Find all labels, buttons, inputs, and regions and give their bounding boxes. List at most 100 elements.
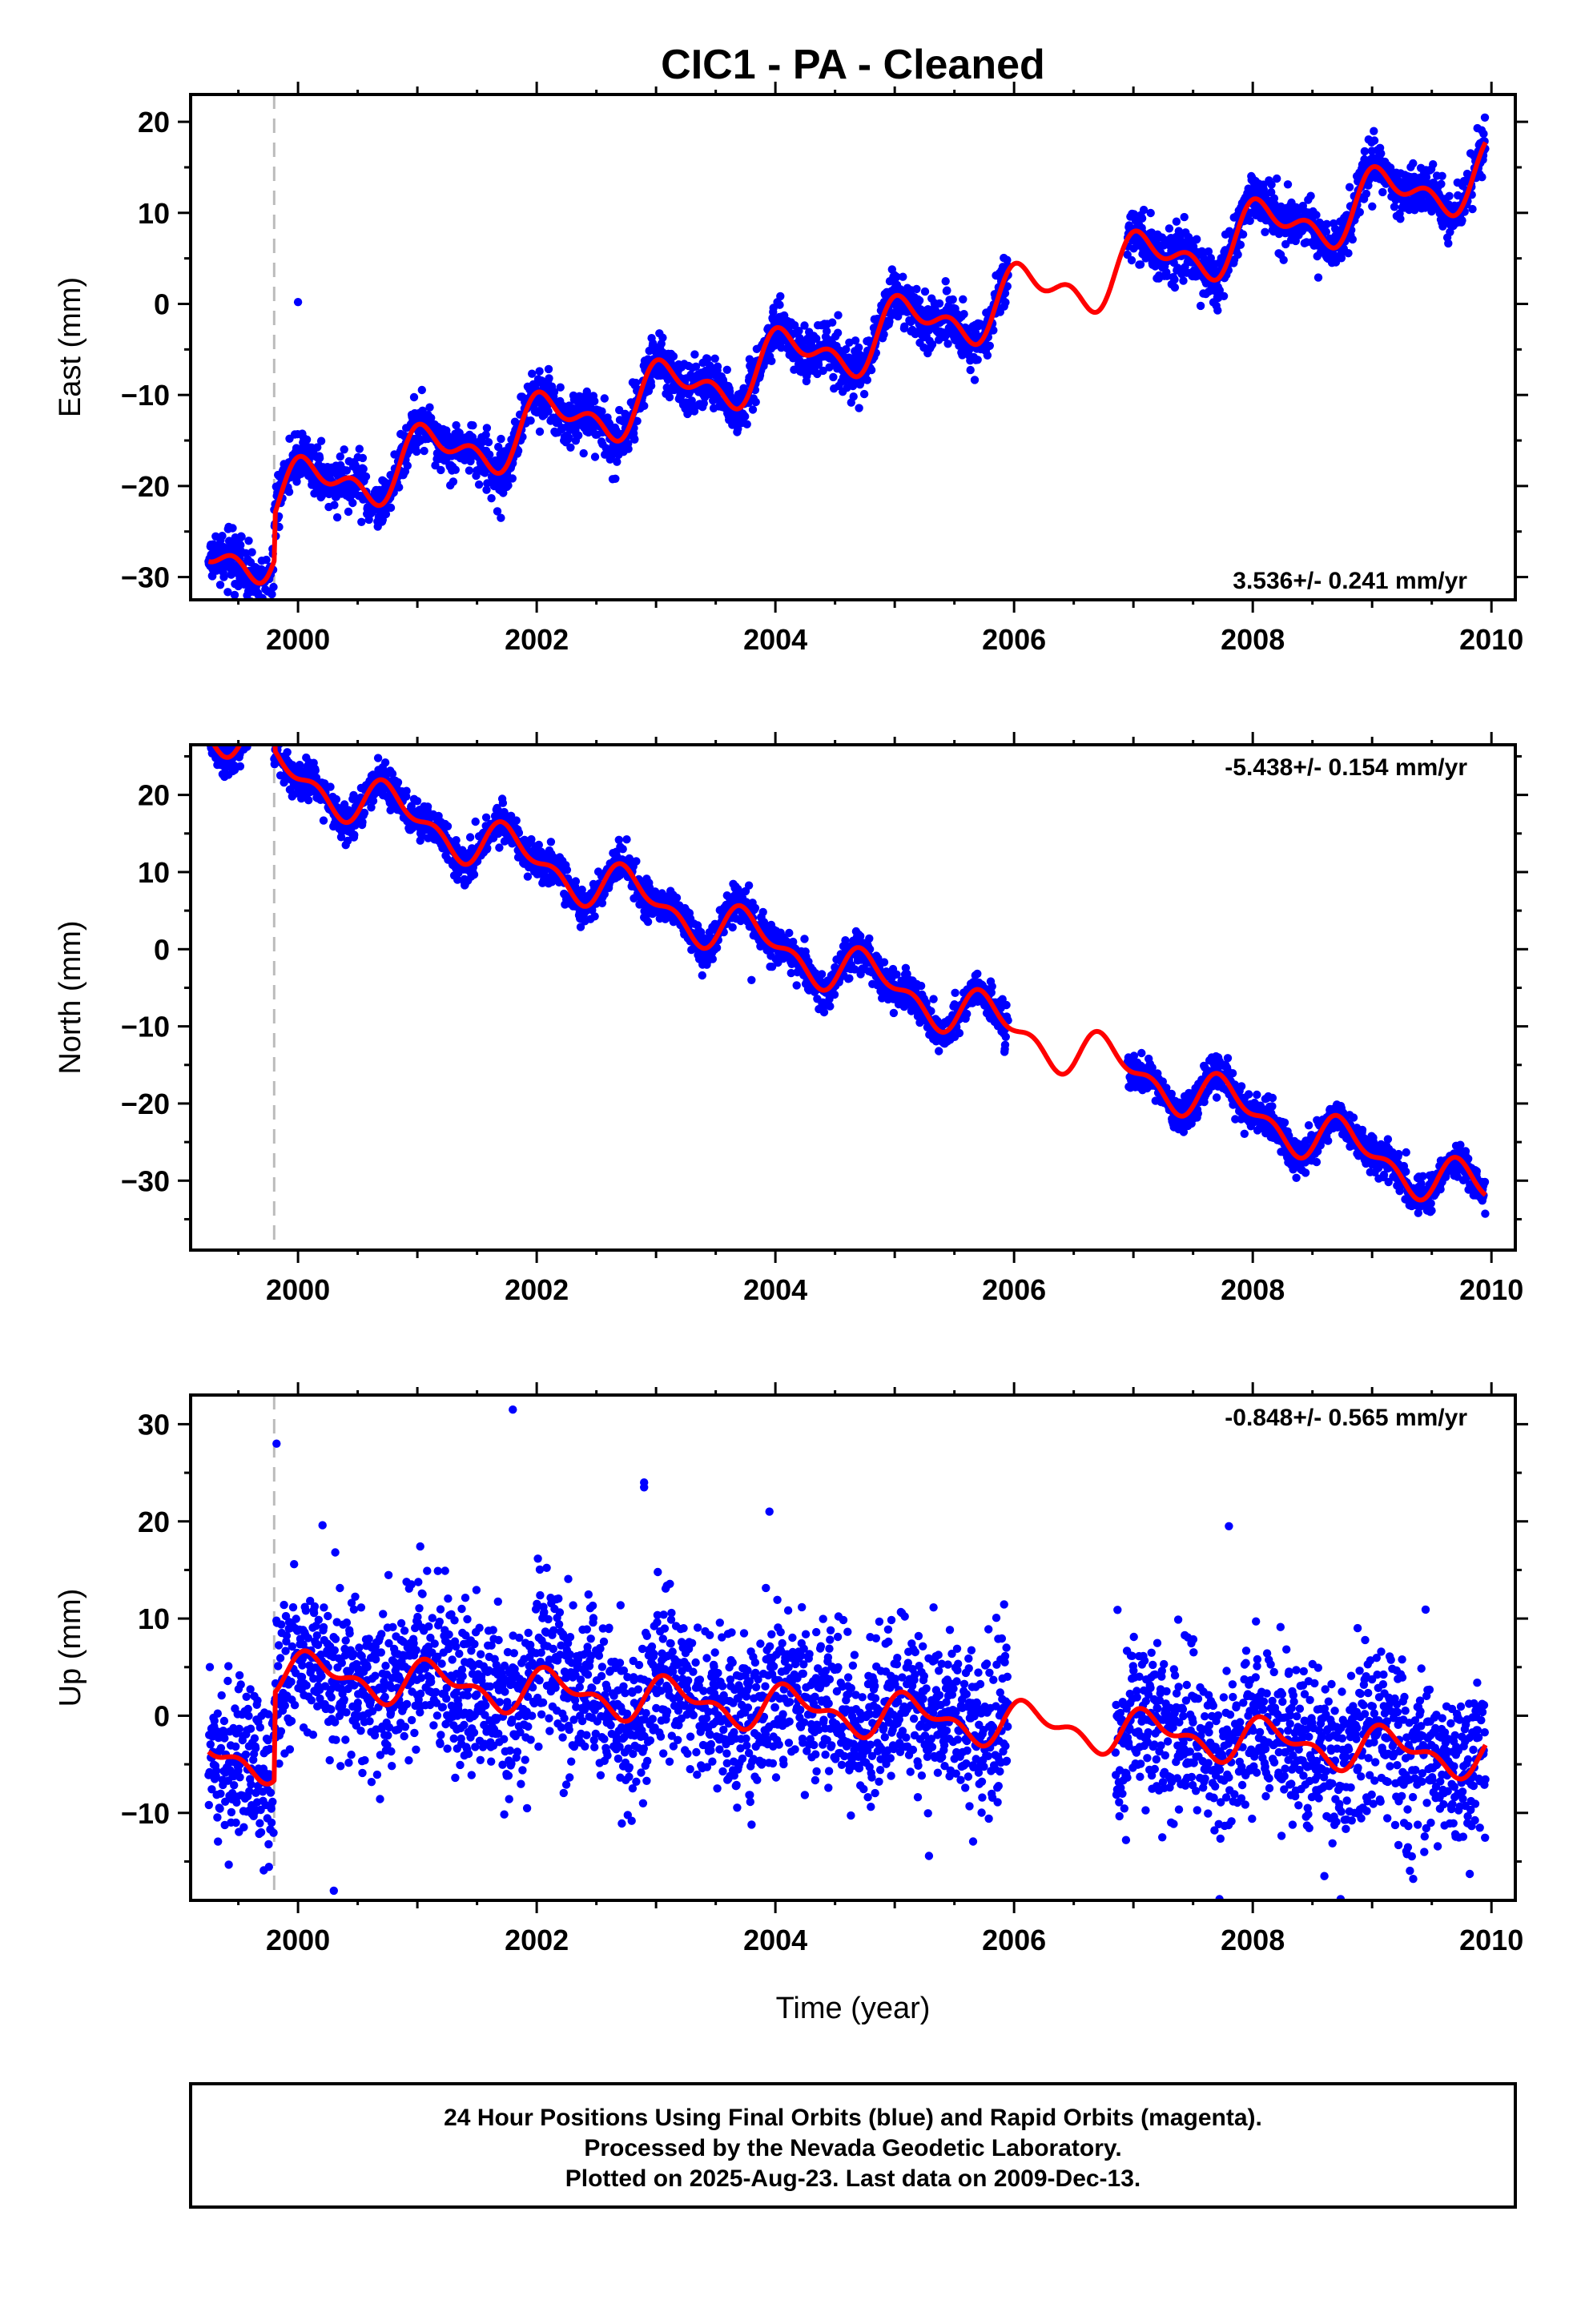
data-point	[751, 397, 760, 407]
data-point	[469, 870, 479, 879]
data-point	[800, 321, 809, 330]
data-point	[358, 453, 368, 463]
data-point	[865, 934, 874, 943]
data-point	[1236, 240, 1245, 249]
x-tick-label: 2004	[743, 623, 807, 656]
data-point	[579, 448, 588, 458]
data-point	[255, 726, 263, 734]
data-point	[1137, 214, 1147, 223]
data-point	[268, 717, 276, 725]
data-point	[259, 710, 267, 718]
data-point	[1480, 113, 1490, 122]
data-point	[691, 362, 701, 371]
data-point	[452, 420, 461, 430]
data-point	[284, 488, 294, 497]
data-point	[251, 704, 259, 712]
data-point	[734, 424, 742, 433]
data-point	[1396, 215, 1405, 223]
data-point	[465, 833, 475, 842]
data-point	[1370, 136, 1379, 145]
data-point	[556, 383, 565, 392]
data-point	[959, 295, 967, 304]
data-point	[1479, 129, 1488, 139]
data-point	[249, 720, 257, 728]
data-point	[268, 712, 276, 720]
data-point	[970, 376, 980, 384]
data-point	[319, 816, 328, 825]
data-point	[728, 923, 737, 932]
data-point	[265, 709, 273, 717]
data-point	[478, 437, 487, 446]
data-point	[332, 794, 341, 804]
data-point	[566, 443, 575, 452]
data-point	[1322, 219, 1331, 228]
data-point	[658, 333, 667, 342]
data-point	[253, 706, 261, 714]
data-point	[251, 710, 259, 718]
data-point	[269, 718, 277, 726]
data-point	[326, 782, 335, 791]
data-point	[494, 442, 503, 452]
y-tick-label: 10	[138, 197, 170, 230]
data-point	[260, 713, 268, 721]
data-point	[948, 295, 957, 304]
data-point	[251, 703, 259, 711]
panel-east: 2000 2002 2004 2006 2008 2010−30−20−1001020Ea…	[54, 82, 1528, 656]
data-point	[257, 710, 265, 718]
data-point	[1478, 173, 1486, 182]
data-point	[344, 507, 353, 517]
data-point	[215, 581, 225, 589]
data-point	[243, 724, 251, 732]
data-point	[265, 704, 273, 712]
data-point	[361, 472, 371, 481]
data-point	[248, 702, 256, 710]
data-point	[504, 481, 513, 490]
data-point	[899, 272, 907, 281]
data-point	[1165, 224, 1174, 233]
data-point	[359, 464, 368, 473]
data-point	[1129, 210, 1139, 219]
data-point	[253, 712, 261, 720]
data-point	[245, 714, 253, 722]
data-point	[792, 981, 801, 990]
data-point	[240, 728, 248, 736]
data-point	[976, 320, 984, 328]
data-point	[259, 707, 268, 715]
data-point	[342, 466, 352, 475]
data-point	[237, 728, 245, 736]
data-point	[1162, 271, 1172, 280]
data-point	[256, 714, 264, 722]
data-point	[263, 722, 271, 730]
data-point	[750, 903, 760, 913]
data-point	[259, 726, 267, 734]
data-point	[508, 474, 517, 483]
data-point	[248, 726, 256, 734]
data-point	[315, 453, 324, 463]
data-point	[235, 762, 245, 771]
data-point	[402, 786, 411, 795]
data-point	[311, 766, 320, 775]
data-point	[373, 754, 383, 762]
data-point	[251, 724, 259, 732]
data-point	[1200, 255, 1209, 263]
x-tick-label: 2010	[1459, 623, 1523, 656]
data-point	[270, 726, 278, 734]
data-point	[262, 710, 270, 718]
data-point	[230, 590, 239, 600]
data-point	[1206, 254, 1216, 263]
data-point	[1446, 227, 1454, 236]
data-point	[255, 706, 263, 714]
data-point	[1438, 171, 1446, 180]
data-point	[261, 727, 269, 735]
data-point	[1360, 147, 1370, 156]
data-point	[1238, 230, 1248, 239]
data-point	[1170, 275, 1179, 284]
data-point	[425, 403, 434, 412]
data-point	[423, 802, 432, 811]
data-point	[590, 396, 599, 406]
y-tick-label: −20	[121, 470, 170, 503]
data-point	[562, 866, 572, 875]
data-point	[748, 405, 758, 414]
data-point	[1196, 301, 1205, 311]
data-point	[451, 465, 460, 474]
